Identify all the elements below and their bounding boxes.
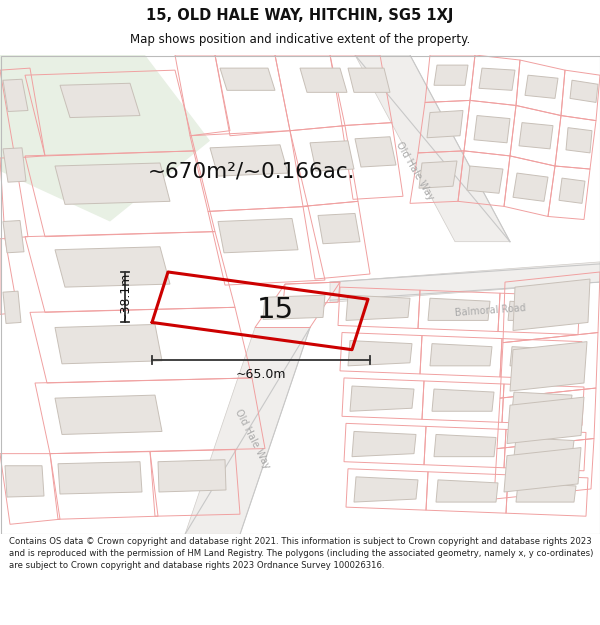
Polygon shape bbox=[58, 462, 142, 494]
Polygon shape bbox=[5, 466, 44, 497]
Polygon shape bbox=[428, 298, 490, 321]
Polygon shape bbox=[427, 111, 463, 138]
Polygon shape bbox=[507, 397, 584, 444]
Polygon shape bbox=[513, 173, 548, 201]
Polygon shape bbox=[0, 55, 210, 221]
Text: ~38.1m: ~38.1m bbox=[119, 272, 131, 322]
Text: Old Hale Way: Old Hale Way bbox=[394, 140, 436, 202]
Text: Balmoral Road: Balmoral Road bbox=[454, 303, 526, 318]
Polygon shape bbox=[355, 55, 510, 242]
Polygon shape bbox=[263, 295, 325, 319]
Polygon shape bbox=[513, 279, 590, 331]
Polygon shape bbox=[510, 342, 587, 391]
Polygon shape bbox=[559, 178, 585, 203]
Polygon shape bbox=[350, 386, 414, 411]
Polygon shape bbox=[525, 75, 558, 98]
Text: 15, OLD HALE WAY, HITCHIN, SG5 1XJ: 15, OLD HALE WAY, HITCHIN, SG5 1XJ bbox=[146, 8, 454, 23]
Polygon shape bbox=[330, 262, 600, 302]
Polygon shape bbox=[436, 480, 498, 502]
Polygon shape bbox=[479, 68, 515, 91]
Polygon shape bbox=[210, 145, 288, 176]
Polygon shape bbox=[570, 80, 598, 102]
Polygon shape bbox=[467, 166, 503, 193]
Polygon shape bbox=[519, 122, 553, 149]
Polygon shape bbox=[3, 221, 24, 253]
Polygon shape bbox=[566, 127, 592, 153]
Polygon shape bbox=[318, 214, 360, 244]
Polygon shape bbox=[220, 68, 275, 91]
Polygon shape bbox=[348, 68, 390, 92]
Text: Map shows position and indicative extent of the property.: Map shows position and indicative extent… bbox=[130, 33, 470, 46]
Polygon shape bbox=[55, 247, 170, 287]
Polygon shape bbox=[348, 341, 412, 366]
Polygon shape bbox=[218, 219, 298, 253]
Polygon shape bbox=[55, 324, 162, 364]
Text: ~65.0m: ~65.0m bbox=[236, 368, 286, 381]
Polygon shape bbox=[310, 141, 354, 171]
Text: Contains OS data © Crown copyright and database right 2021. This information is : Contains OS data © Crown copyright and d… bbox=[9, 537, 593, 570]
Text: Old Hale Way: Old Hale Way bbox=[233, 407, 271, 470]
Polygon shape bbox=[504, 448, 581, 492]
Polygon shape bbox=[355, 137, 396, 167]
Polygon shape bbox=[3, 148, 26, 182]
Polygon shape bbox=[158, 460, 226, 492]
Polygon shape bbox=[512, 392, 572, 411]
Polygon shape bbox=[434, 434, 496, 457]
Polygon shape bbox=[300, 68, 347, 92]
Polygon shape bbox=[419, 161, 457, 188]
Polygon shape bbox=[430, 344, 492, 366]
Polygon shape bbox=[60, 83, 140, 118]
Polygon shape bbox=[55, 163, 170, 204]
Polygon shape bbox=[3, 291, 21, 324]
Polygon shape bbox=[434, 65, 468, 85]
Text: ~670m²/~0.166ac.: ~670m²/~0.166ac. bbox=[148, 161, 355, 181]
Polygon shape bbox=[346, 295, 410, 321]
Polygon shape bbox=[432, 389, 494, 411]
Text: 15: 15 bbox=[256, 296, 293, 324]
Polygon shape bbox=[55, 395, 162, 434]
Polygon shape bbox=[514, 438, 574, 457]
Polygon shape bbox=[185, 328, 310, 534]
Polygon shape bbox=[3, 79, 28, 111]
Polygon shape bbox=[508, 301, 568, 321]
Polygon shape bbox=[354, 477, 418, 502]
Polygon shape bbox=[352, 431, 416, 457]
Polygon shape bbox=[474, 116, 510, 142]
Polygon shape bbox=[516, 483, 576, 502]
Polygon shape bbox=[510, 347, 570, 366]
